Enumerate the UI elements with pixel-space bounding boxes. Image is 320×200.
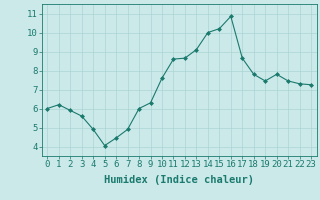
X-axis label: Humidex (Indice chaleur): Humidex (Indice chaleur) xyxy=(104,175,254,185)
